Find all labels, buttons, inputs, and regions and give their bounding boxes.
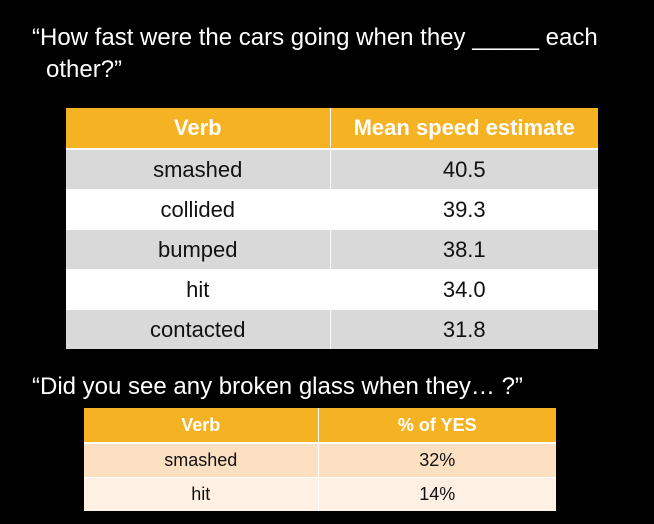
speed-estimate-table: Verb Mean speed estimate smashed 40.5 co… xyxy=(66,108,598,349)
table-header-row: Verb Mean speed estimate xyxy=(66,108,598,149)
table-row: hit 14% xyxy=(84,477,556,511)
percent-cell: 32% xyxy=(318,443,556,478)
column-header-verb: Verb xyxy=(84,408,319,443)
speed-cell: 31.8 xyxy=(330,309,598,349)
table-row: bumped 38.1 xyxy=(66,229,598,270)
speed-cell: 39.3 xyxy=(330,189,598,230)
verb-cell: collided xyxy=(66,189,331,230)
column-header-mean-speed: Mean speed estimate xyxy=(330,108,598,149)
speed-cell: 34.0 xyxy=(330,269,598,310)
percent-cell: 14% xyxy=(318,477,556,511)
question-broken-glass: “Did you see any broken glass when they…… xyxy=(32,373,523,400)
table-row: smashed 40.5 xyxy=(66,149,598,190)
verb-cell: contacted xyxy=(66,309,331,349)
question-speed: “How fast were the cars going when they … xyxy=(32,24,598,83)
verb-cell: smashed xyxy=(66,149,331,190)
table-row: smashed 32% xyxy=(84,443,556,478)
column-header-verb: Verb xyxy=(66,108,331,149)
verb-cell: bumped xyxy=(66,229,331,270)
column-header-percent-yes: % of YES xyxy=(318,408,556,443)
speed-cell: 40.5 xyxy=(330,149,598,190)
table-row: hit 34.0 xyxy=(66,269,598,310)
speed-cell: 38.1 xyxy=(330,229,598,270)
verb-cell: hit xyxy=(84,477,319,511)
table-row: collided 39.3 xyxy=(66,189,598,230)
table-row: contacted 31.8 xyxy=(66,309,598,349)
broken-glass-table: Verb % of YES smashed 32% hit 14% xyxy=(84,408,556,511)
verb-cell: hit xyxy=(66,269,331,310)
verb-cell: smashed xyxy=(84,443,319,478)
table-header-row: Verb % of YES xyxy=(84,408,556,443)
